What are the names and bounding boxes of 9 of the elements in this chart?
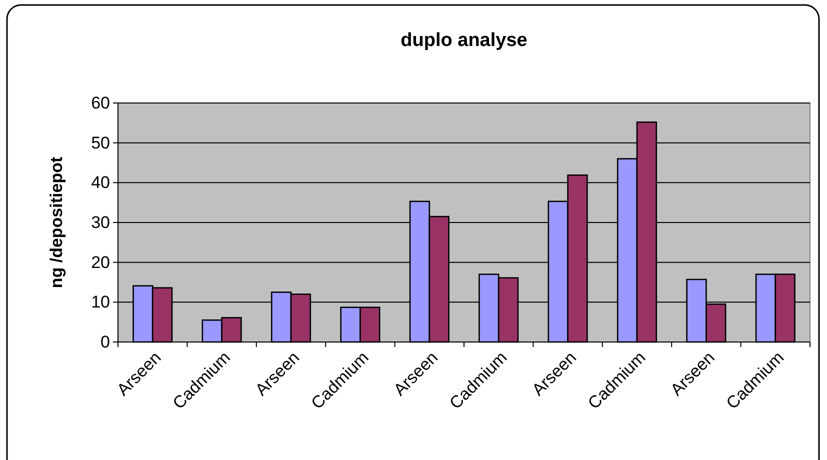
y-tick-label: 30 xyxy=(91,212,110,232)
chart-title: duplo analyse xyxy=(400,30,528,51)
y-tick-label: 40 xyxy=(91,173,110,192)
y-tick-label: 50 xyxy=(91,133,110,152)
y-tick-label: 20 xyxy=(91,252,110,272)
y-tick-label: 0 xyxy=(100,332,110,352)
y-tick-label: 10 xyxy=(91,292,110,312)
y-axis-title: ng /depositiepot xyxy=(47,156,66,288)
y-tick-label: 60 xyxy=(91,93,110,112)
